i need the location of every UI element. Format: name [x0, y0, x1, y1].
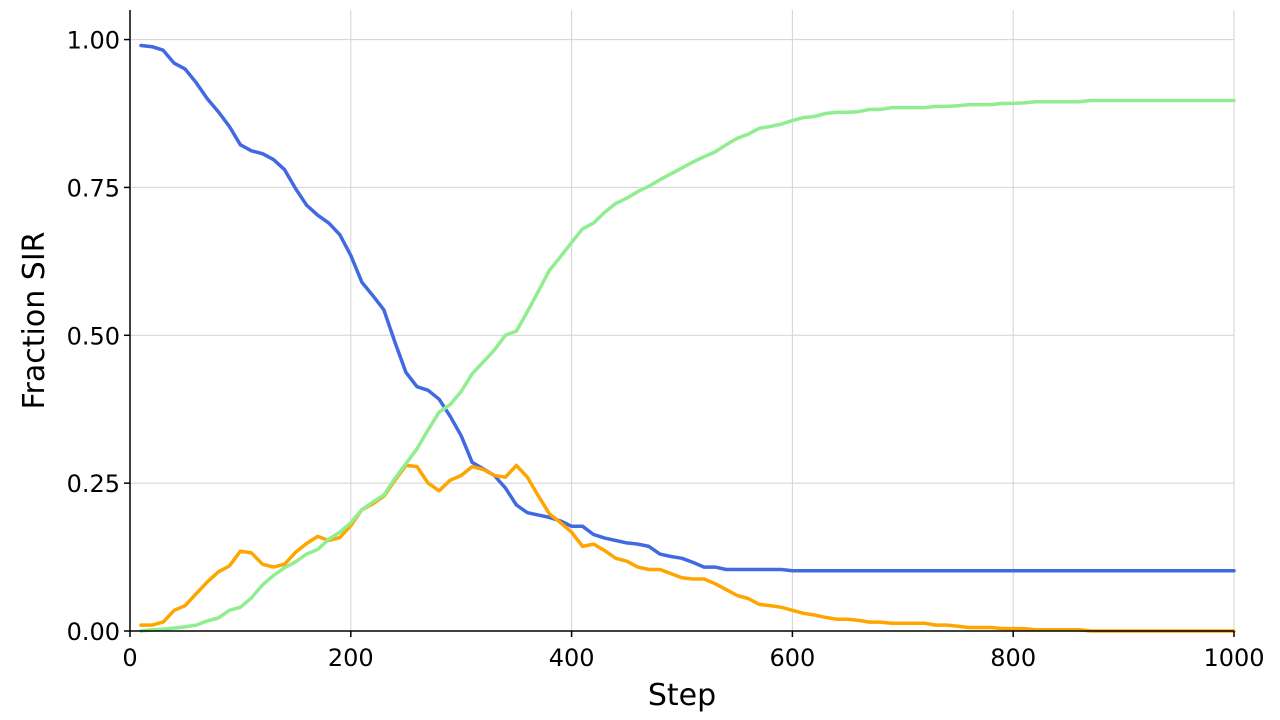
x-tick-label: 200	[328, 644, 374, 672]
y-tick-label: 0.75	[67, 174, 120, 202]
x-tick-label: 800	[990, 644, 1036, 672]
y-tick-label: 0.00	[67, 618, 120, 646]
y-tick-label: 0.50	[67, 322, 120, 350]
grid-lines	[130, 10, 1235, 631]
tick-labels: 0 200 400 600 800 1000 0.00 0.25 0.50 0.75 1.00	[67, 27, 1265, 672]
y-tick-label: 1.00	[67, 27, 120, 55]
x-tick-label: 0	[122, 644, 137, 672]
x-tick-label: 600	[769, 644, 815, 672]
x-axis-title: Step	[648, 678, 716, 713]
y-axis-title: Fraction SIR	[17, 231, 52, 409]
series-line-2	[139, 463, 1236, 633]
x-tick-label: 1000	[1203, 644, 1264, 672]
y-tick-label: 0.25	[67, 470, 120, 498]
series-line-3	[139, 98, 1236, 633]
series-lines	[139, 43, 1236, 633]
series-line-1	[139, 43, 1236, 573]
x-tick-label: 400	[549, 644, 595, 672]
axes	[124, 10, 1235, 637]
